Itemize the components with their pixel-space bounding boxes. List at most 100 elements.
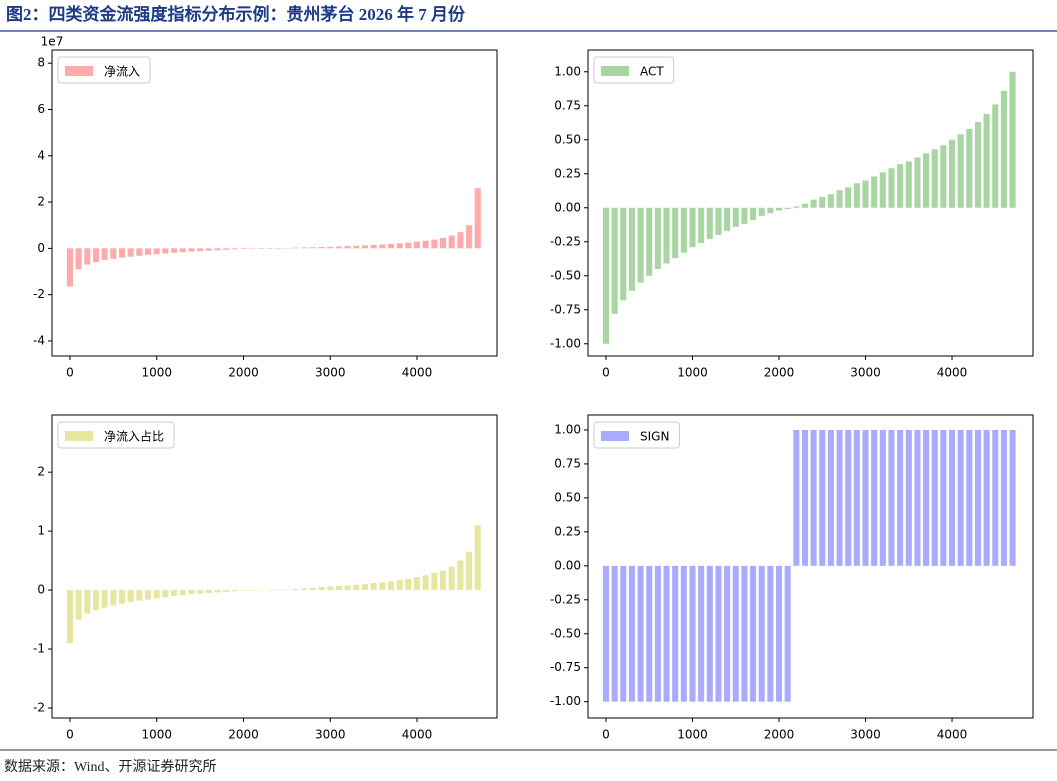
bar [923, 153, 930, 208]
y-tick-label: -2 [33, 287, 45, 301]
y-tick-label: -2 [33, 700, 45, 714]
bar [775, 207, 783, 211]
bar [732, 565, 739, 702]
bar [715, 565, 722, 702]
y-tick-label: 0 [37, 241, 45, 255]
bar [741, 207, 748, 225]
bar [118, 248, 126, 258]
x-tick-label: 3000 [315, 366, 346, 380]
bar [405, 242, 412, 249]
legend-box [57, 421, 175, 449]
bar [611, 207, 618, 314]
bar [801, 203, 808, 208]
x-tick-label: 1000 [141, 366, 172, 380]
x-tick-label: 1000 [677, 728, 708, 742]
bar [758, 565, 765, 702]
bar [715, 207, 722, 235]
y-tick-label: 1.00 [554, 64, 581, 78]
bar [827, 194, 834, 208]
x-tick-label: 0 [66, 728, 74, 742]
bar [983, 429, 990, 566]
y-tick-label: 0.75 [554, 456, 581, 470]
bar [819, 196, 826, 208]
y-tick-label: 0.50 [554, 132, 581, 146]
x-tick-label: 2000 [228, 366, 259, 380]
bar [611, 565, 618, 702]
x-tick-label: 0 [602, 366, 610, 380]
bar [422, 575, 429, 591]
bar [602, 565, 610, 702]
bar [750, 207, 757, 220]
bar [127, 248, 134, 257]
bar [767, 565, 774, 702]
y-tick-label: -1.00 [550, 694, 581, 708]
bar [732, 207, 739, 227]
bar [474, 525, 481, 591]
bar [862, 429, 869, 566]
bar [888, 168, 895, 208]
bar [344, 585, 351, 591]
bar [741, 565, 748, 702]
bar [335, 246, 342, 249]
bar [66, 248, 73, 287]
bar [283, 247, 290, 249]
bar [767, 207, 774, 214]
subplot: 0 1000 2000 3000 4000 -1.00 -0.75 -0.50 -0.25 0.0… [550, 49, 1034, 380]
y-tick-label: 0.25 [554, 524, 581, 538]
bar [171, 248, 178, 253]
bar [75, 248, 82, 270]
bar [474, 188, 481, 249]
bar [110, 590, 117, 606]
bar [249, 248, 256, 249]
y-tick-label: 2 [37, 195, 45, 209]
bar [197, 248, 204, 252]
bar [810, 429, 817, 566]
bar [153, 590, 160, 599]
bar [318, 246, 325, 249]
x-tick-label: 2000 [228, 728, 259, 742]
bar [101, 590, 108, 608]
x-tick-label: 1000 [677, 366, 708, 380]
bar [162, 248, 169, 254]
bar [266, 248, 273, 249]
bar [283, 589, 290, 591]
bar [292, 588, 299, 591]
bar [680, 565, 687, 702]
y-tick-label: 8 [37, 56, 45, 70]
bar [136, 590, 143, 601]
bar [301, 247, 308, 249]
bar [654, 207, 661, 269]
bar [914, 157, 921, 208]
bar [706, 565, 713, 702]
bar [879, 172, 886, 208]
bar [1009, 429, 1016, 566]
bar [602, 207, 610, 344]
bar [836, 190, 843, 208]
legend-label: ACT [640, 65, 664, 79]
bar [84, 248, 91, 265]
bar [905, 429, 912, 566]
bar [344, 246, 351, 249]
bar [405, 578, 412, 591]
bar [724, 207, 731, 231]
y-tick-label: -0.25 [550, 234, 581, 248]
bar [145, 248, 152, 255]
bar [827, 429, 834, 566]
bar [457, 232, 464, 249]
bar [361, 584, 368, 591]
x-tick-label: 2000 [764, 728, 795, 742]
bar [223, 590, 230, 592]
bar [706, 207, 713, 240]
axis-offset: 1e7 [41, 35, 64, 49]
bar [689, 207, 696, 248]
bar [871, 429, 878, 566]
y-tick-label: 0 [37, 583, 45, 597]
bar [871, 176, 878, 208]
bar [698, 207, 705, 244]
bar [672, 565, 679, 702]
y-tick-label: -0.75 [550, 302, 581, 316]
bar [431, 239, 438, 249]
bar [110, 248, 117, 259]
bar [620, 207, 627, 301]
